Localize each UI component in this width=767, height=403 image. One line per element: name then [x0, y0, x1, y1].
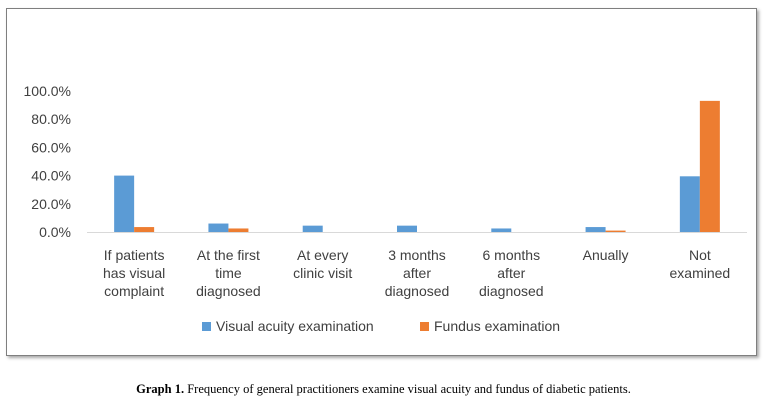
bar-fundus — [605, 230, 626, 232]
x-category-label: At every clinic visit — [293, 247, 352, 281]
x-category-label: 6 months after diagnosed — [479, 247, 544, 299]
bar-visual-acuity — [679, 176, 700, 232]
y-tick-label: 100.0% — [24, 83, 71, 99]
bar-fundus — [699, 100, 720, 233]
bar-chart: 0.0% 20.0% 40.0% 60.0% 80.0% 100.0% If patient… — [24, 83, 747, 334]
y-tick-label: 0.0% — [39, 224, 71, 240]
chart-frame: 0.0% 20.0% 40.0% 60.0% 80.0% 100.0% If patient… — [6, 8, 757, 356]
bar-fundus — [134, 227, 155, 232]
y-tick-label: 40.0% — [31, 168, 71, 184]
bar-visual-acuity — [208, 223, 229, 232]
y-tick-label: 20.0% — [31, 196, 71, 212]
bar-visual-acuity — [491, 228, 512, 232]
legend-swatch — [420, 322, 429, 331]
bar-fundus — [228, 228, 249, 232]
bar-visual-acuity — [585, 227, 606, 232]
caption-text: Frequency of general practitioners exami… — [184, 382, 631, 396]
legend-label: Fundus examination — [434, 318, 560, 334]
y-tick-label: 80.0% — [31, 111, 71, 127]
legend-swatch — [202, 322, 211, 331]
x-category-label: If patients has visual complaint — [103, 247, 165, 299]
bar-visual-acuity — [397, 225, 417, 232]
x-category-label: 3 months after diagnosed — [385, 247, 450, 299]
figure-caption: Graph 1. Frequency of general practition… — [0, 382, 767, 397]
x-category-label: At the first time diagnosed — [196, 247, 261, 299]
legend-label: Visual acuity examination — [216, 318, 374, 334]
bar-visual-acuity — [114, 175, 135, 232]
bar-visual-acuity — [302, 225, 323, 232]
x-category-label: Anually — [583, 247, 629, 263]
caption-label: Graph 1. — [136, 382, 185, 396]
y-tick-label: 60.0% — [31, 139, 71, 155]
x-category-label: Not examined — [670, 247, 731, 281]
